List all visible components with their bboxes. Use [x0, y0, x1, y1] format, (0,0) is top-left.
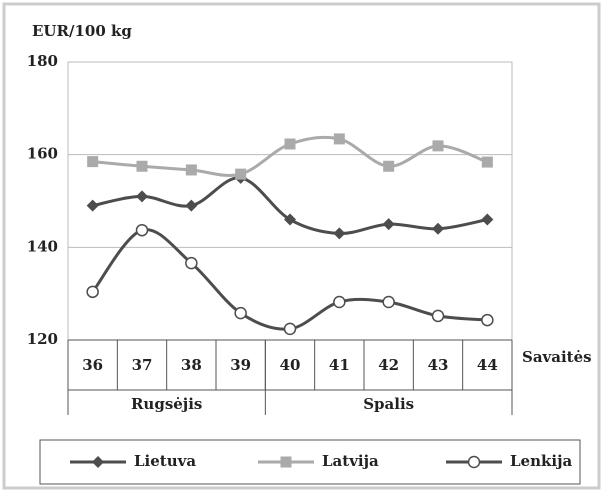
point	[333, 133, 345, 145]
plot-area	[67, 61, 513, 341]
x-tick-label: 37	[132, 356, 153, 374]
point	[383, 160, 395, 172]
x-tick-label: 42	[378, 356, 399, 374]
point	[283, 322, 297, 336]
legend-label: Lietuva	[134, 452, 196, 470]
point	[382, 295, 395, 309]
x-tick-label: 36	[82, 356, 103, 374]
point	[136, 160, 148, 172]
point	[382, 218, 395, 231]
y-tick-label: 120	[27, 330, 58, 348]
x-tick-label: 40	[280, 356, 301, 374]
point	[431, 309, 445, 323]
point	[481, 313, 494, 327]
point	[432, 222, 444, 235]
series-line	[91, 228, 488, 331]
point	[185, 256, 198, 270]
x-axis-label: Savaitės	[522, 348, 592, 366]
legend-box	[39, 439, 581, 485]
point	[333, 227, 346, 240]
point	[86, 285, 99, 299]
x-tick-label: 44	[477, 356, 498, 374]
group-label: Rugsėjis	[131, 395, 202, 413]
group-label: Spalis	[363, 395, 414, 413]
y-axis-label: EUR/100 kg	[32, 22, 132, 40]
point	[467, 455, 481, 469]
y-tick-label: 180	[27, 52, 58, 70]
legend-label: Latvija	[322, 452, 379, 470]
point	[86, 199, 99, 212]
point	[280, 456, 292, 468]
point	[234, 306, 247, 320]
x-tick-label: 41	[329, 356, 350, 374]
y-tick-label: 160	[27, 145, 58, 163]
point	[185, 164, 197, 176]
x-tick-label: 43	[428, 356, 449, 374]
point	[481, 156, 493, 168]
point	[432, 140, 444, 152]
point	[481, 213, 494, 226]
point	[235, 168, 247, 180]
point	[136, 190, 148, 203]
frame	[2, 2, 601, 490]
point	[87, 156, 99, 168]
legend-label: Lenkija	[510, 452, 573, 470]
point	[92, 456, 104, 468]
point	[284, 213, 296, 226]
point	[185, 199, 198, 212]
x-tick-label: 38	[181, 356, 202, 374]
point	[333, 295, 346, 309]
point	[284, 138, 296, 150]
y-tick-label: 140	[27, 237, 58, 255]
point	[135, 223, 149, 237]
x-tick-label: 39	[230, 356, 251, 374]
